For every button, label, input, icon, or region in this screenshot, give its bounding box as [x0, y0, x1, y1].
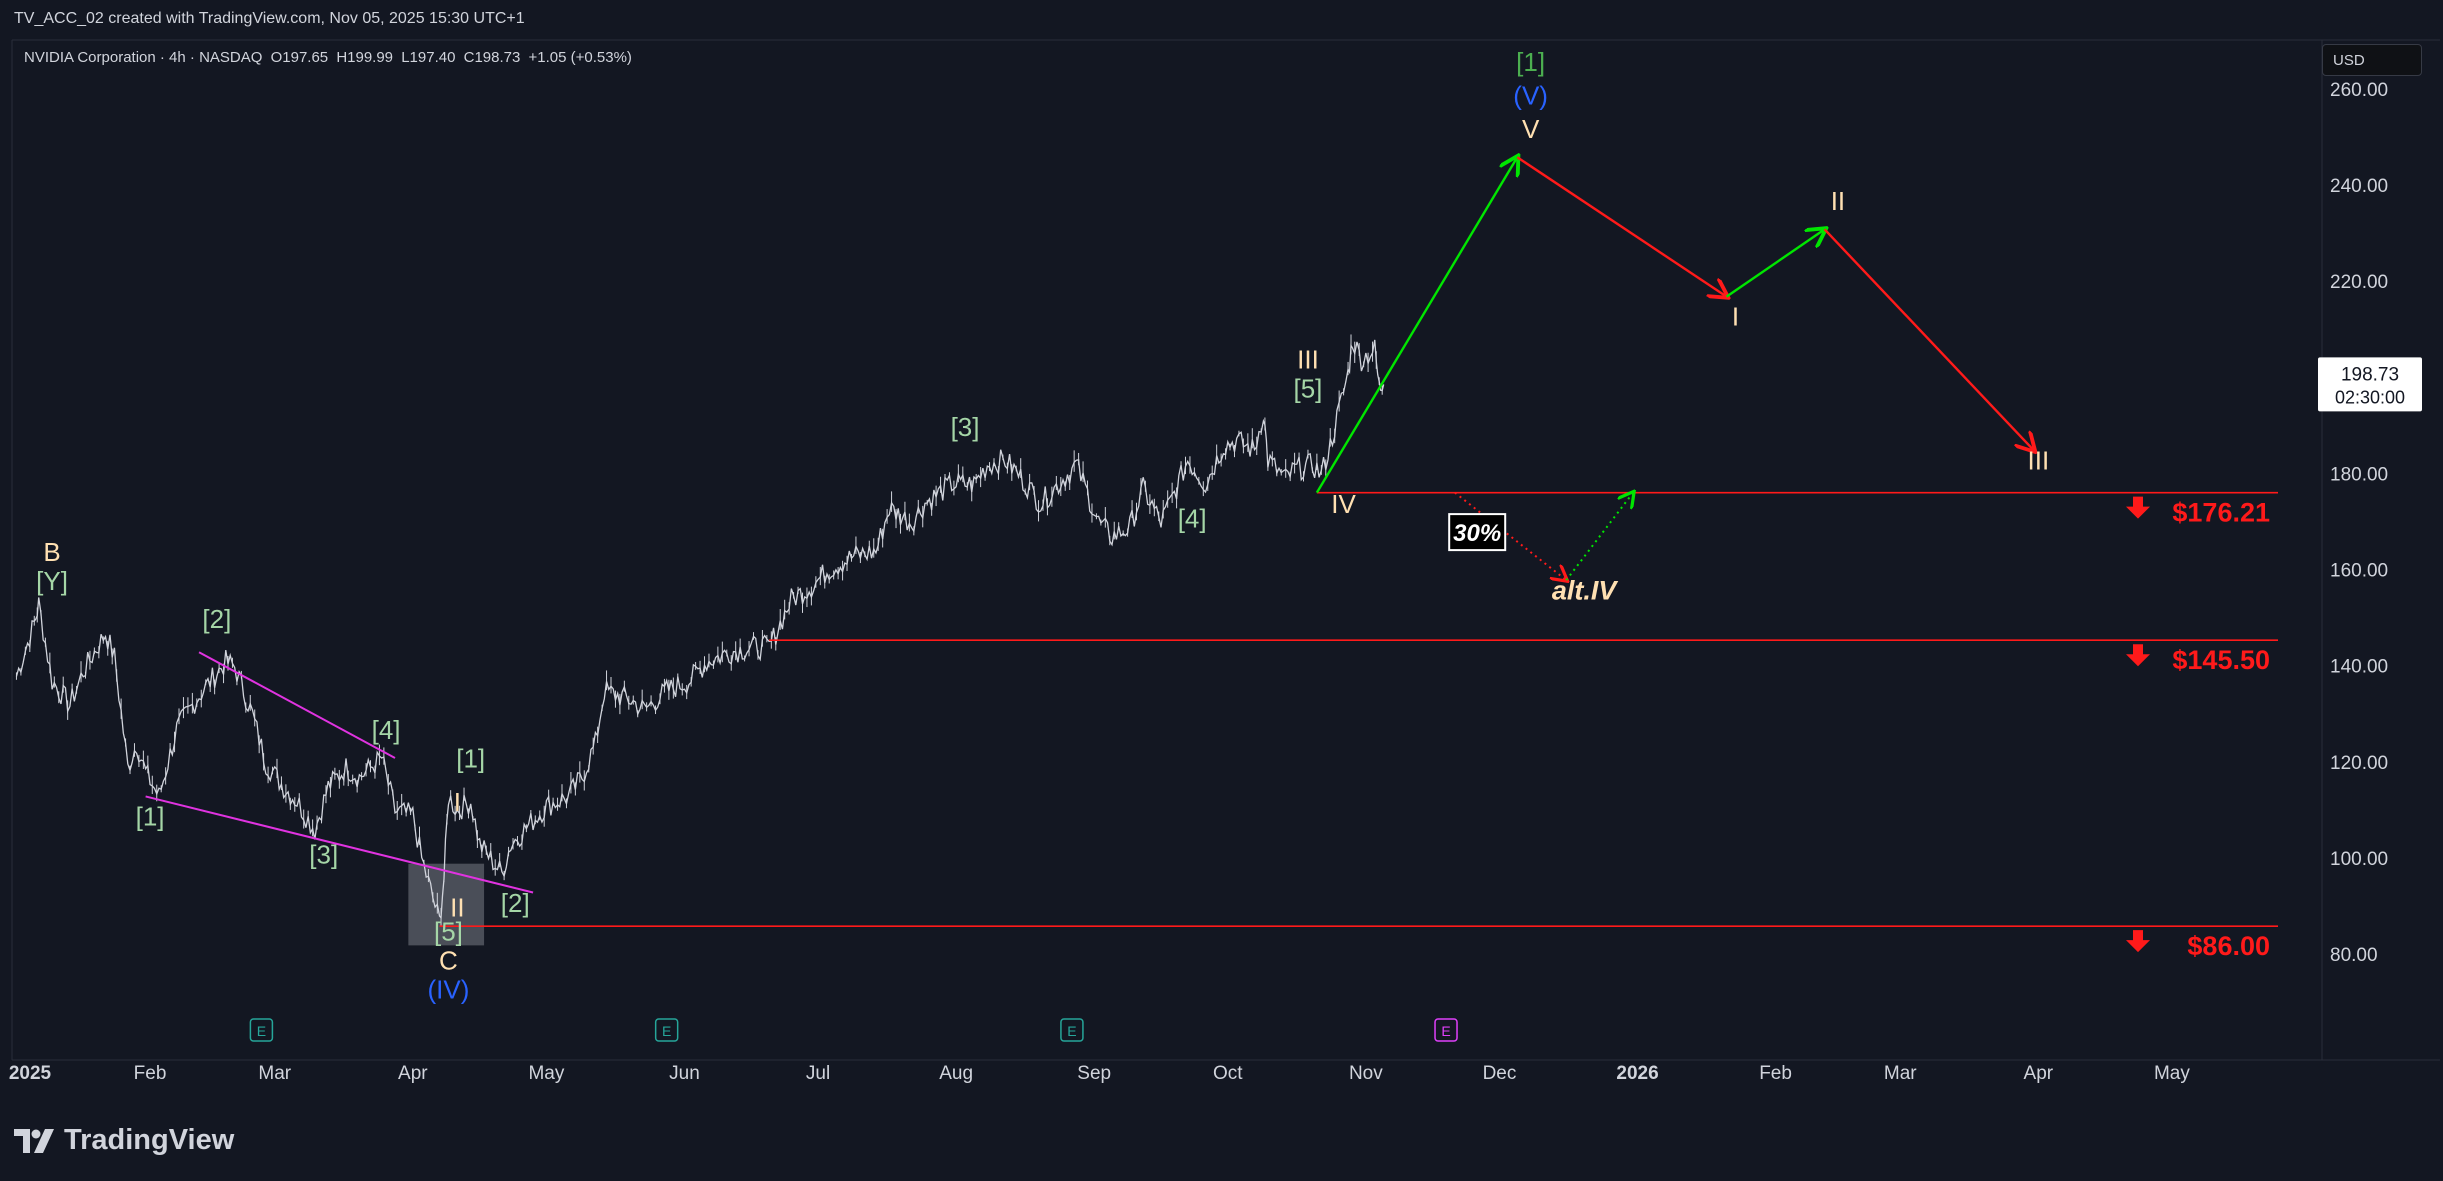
x-tick-label: May [528, 1063, 564, 1084]
down-arrow-icon [2126, 930, 2150, 953]
x-tick-label: Apr [2024, 1063, 2054, 1084]
wave-label: [3] [309, 840, 338, 870]
wave-label: III [1297, 345, 1319, 375]
earnings-marker-label: E [662, 1023, 671, 1039]
x-tick-label: May [2154, 1063, 2190, 1084]
support-level-label: $176.21 [2172, 498, 2270, 528]
x-tick-label: Sep [1077, 1063, 1111, 1084]
wave-label: B [43, 537, 60, 567]
symbol-legend[interactable]: NVIDIA Corporation · 4h · NASDAQ O197.65… [24, 49, 632, 66]
wave-label: [3] [951, 412, 980, 442]
probability-box[interactable] [1448, 513, 1507, 552]
support-level-label: $86.00 [2187, 931, 2270, 961]
projection-down-segment[interactable] [1823, 228, 2034, 450]
wave-label: IV [1331, 489, 1356, 519]
x-tick-label: Mar [258, 1063, 291, 1084]
projection-up-segment[interactable] [1315, 157, 1517, 494]
tradingview-logo-icon [14, 1128, 54, 1153]
x-tick-label: 2026 [1616, 1063, 1658, 1084]
wedge-line[interactable] [198, 651, 396, 759]
snapshot-caption: TV_ACC_02 created with TradingView.com, … [14, 10, 525, 27]
high-value: H199.99 [336, 49, 394, 66]
x-tick-label: Dec [1483, 1063, 1517, 1084]
wave-label: [1] [1516, 47, 1545, 77]
price-series-line[interactable] [15, 339, 1385, 920]
projection-down-segment[interactable] [1516, 156, 1726, 296]
down-arrow-icon [2126, 496, 2150, 519]
wave-label: [2] [202, 604, 231, 634]
change-value: +1.05 (+0.53%) [528, 49, 632, 66]
open-value: O197.65 [270, 49, 329, 66]
wave-label: [4] [1178, 503, 1207, 533]
tradingview-logo-text: TradingView [64, 1124, 235, 1156]
earnings-marker-label: E [1441, 1023, 1450, 1039]
y-tick-label: 140.00 [2330, 657, 2388, 678]
x-tick-label: Mar [1884, 1063, 1917, 1084]
wave-label: II [450, 893, 464, 923]
x-tick-label: Apr [398, 1063, 428, 1084]
earnings-marker[interactable] [1434, 1018, 1458, 1042]
last-price-value: 198.73 [2341, 364, 2399, 385]
earnings-marker-label: E [257, 1023, 266, 1039]
projection-up-segment[interactable] [1725, 229, 1825, 298]
y-tick-label: 100.00 [2330, 849, 2388, 870]
wave-label: III [2028, 446, 2050, 476]
wave-label: [1] [456, 744, 485, 774]
y-tick-label: 260.00 [2330, 80, 2388, 101]
x-tick-label: Jul [806, 1063, 830, 1084]
wave-label: I [1732, 301, 1739, 331]
earnings-marker-label: E [1067, 1023, 1076, 1039]
earnings-marker[interactable] [654, 1018, 679, 1042]
wave-label: [5] [434, 917, 463, 947]
wave-label: (IV) [427, 974, 469, 1004]
wave-label: [2] [501, 888, 530, 918]
wave-label: II [1831, 186, 1845, 216]
y-tick-label: 220.00 [2330, 272, 2388, 293]
wave-label: C [439, 945, 458, 975]
y-tick-label: 120.00 [2330, 753, 2388, 774]
symbol-name[interactable]: NVIDIA Corporation · 4h · NASDAQ [24, 49, 263, 66]
x-tick-label: Feb [1759, 1063, 1792, 1084]
wave-label: [4] [372, 715, 401, 745]
tradingview-logo[interactable]: TradingView [14, 1124, 234, 1157]
x-tick-label: 2025 [9, 1063, 52, 1084]
earnings-marker[interactable] [249, 1018, 274, 1042]
y-tick-label: 180.00 [2330, 464, 2388, 485]
last-price-tag[interactable] [2318, 357, 2422, 412]
alt-projection-up-segment[interactable] [1565, 493, 1633, 581]
support-level-label: $145.50 [2172, 645, 2270, 675]
wave-label: [5] [1294, 374, 1323, 404]
x-tick-label: Feb [134, 1063, 167, 1084]
wave-label: (V) [1513, 80, 1548, 110]
currency-selector[interactable]: USD [2322, 44, 2422, 76]
y-tick-label: 80.00 [2330, 945, 2378, 966]
close-value: C198.73 [463, 49, 521, 66]
price-axis[interactable]: 260.00240.00220.00200.00180.00160.00140.… [2318, 80, 2422, 966]
x-tick-label: Oct [1213, 1063, 1243, 1084]
wave-label: [1] [136, 801, 165, 831]
probability-label: 30% [1453, 520, 1501, 547]
wave-label: V [1522, 114, 1540, 144]
chart-pane[interactable]: $176.21 $145.50 $86.00 B[Y] [2] [1] [3] [4] [1] I… [11, 39, 2440, 1061]
x-tick-label: Jun [669, 1063, 700, 1084]
earnings-marker[interactable] [1060, 1018, 1084, 1042]
bar-countdown: 02:30:00 [2335, 387, 2405, 407]
down-arrow-icon [2126, 644, 2150, 667]
wave-label: [Y] [36, 566, 68, 596]
low-value: L197.40 [401, 49, 456, 66]
x-tick-label: Aug [939, 1063, 973, 1084]
x-tick-label: Nov [1349, 1063, 1383, 1084]
wave-label: alt.IV [1552, 575, 1619, 605]
time-axis[interactable]: 2025 Feb Mar Apr May Jun Jul Aug Sep Oct Nov Dec 202… [9, 1063, 2191, 1084]
y-tick-label: 160.00 [2330, 561, 2388, 582]
wave-label: I [454, 787, 461, 817]
wedge-line[interactable] [145, 795, 534, 894]
y-tick-label: 240.00 [2330, 176, 2388, 197]
